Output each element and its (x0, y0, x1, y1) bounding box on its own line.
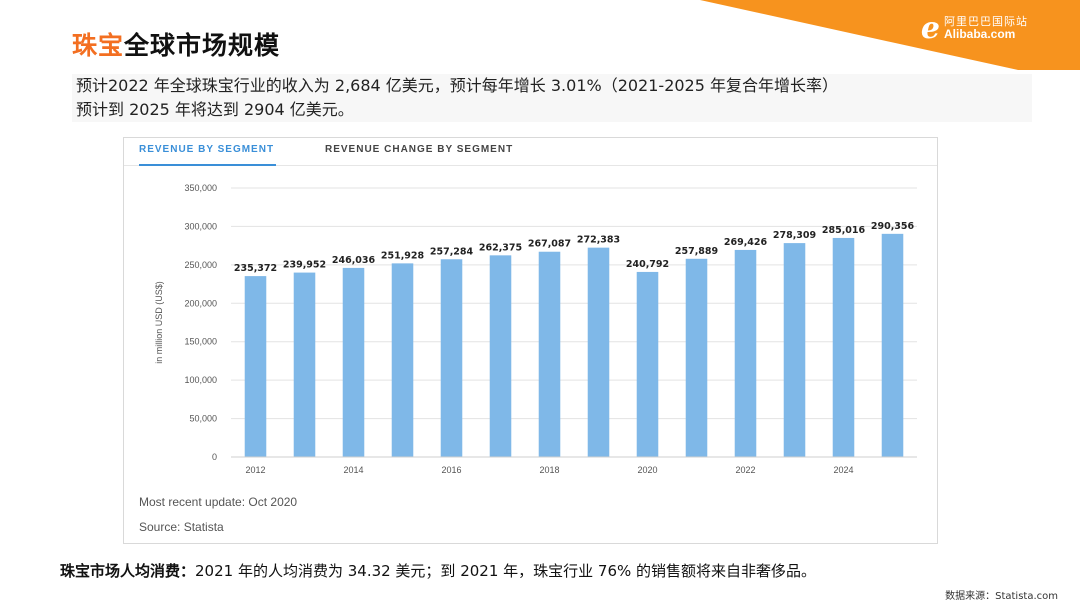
bar-value-label: 285,016 (822, 225, 866, 236)
bar-value-label: 257,889 (675, 246, 718, 257)
alibaba-logo: e 阿里巴巴国际站 Alibaba.com (921, 14, 1028, 44)
alibaba-logo-icon: e (920, 11, 940, 46)
y-tick-label: 0 (212, 452, 217, 462)
y-tick-label: 150,000 (184, 337, 217, 347)
per-capita-note: 珠宝市场人均消费：2021 年的人均消费为 34.32 美元；到 2021 年，… (60, 560, 816, 581)
bar (244, 276, 267, 457)
chart-tabs: REVENUE BY SEGMENT REVENUE CHANGE BY SEG… (124, 138, 937, 166)
y-tick-label: 50,000 (189, 414, 217, 424)
bar (685, 258, 708, 457)
bar-value-label: 290,356 (871, 221, 915, 232)
bar (342, 267, 365, 457)
corner-banner-shape (700, 0, 1080, 70)
bar (587, 247, 610, 457)
x-tick-label: 2022 (735, 465, 755, 475)
bar-value-label: 251,928 (381, 250, 425, 261)
x-tick-label: 2014 (343, 465, 363, 475)
chart-card: REVENUE BY SEGMENT REVENUE CHANGE BY SEG… (123, 137, 938, 544)
intro-line-1: 预计2022 年全球珠宝行业的收入为 2,684 亿美元，预计每年增长 3.01… (76, 76, 838, 95)
tab-revenue-change-by-segment[interactable]: REVENUE CHANGE BY SEGMENT (325, 144, 514, 155)
logo-english-name: Alibaba.com (944, 27, 1016, 42)
y-tick-label: 250,000 (184, 260, 217, 270)
x-tick-label: 2020 (637, 465, 657, 475)
bar (489, 255, 512, 457)
y-tick-label: 300,000 (184, 221, 217, 231)
bar-value-label: 262,375 (479, 242, 522, 253)
per-capita-label: 珠宝市场人均消费： (60, 562, 196, 580)
corner-banner (700, 0, 1080, 70)
slide-title: 珠宝全球市场规模 (72, 26, 280, 62)
slide-title-rest: 全球市场规模 (124, 31, 281, 60)
update-note: Most recent update: Oct 2020 (139, 495, 298, 509)
logo-chinese-name: 阿里巴巴国际站 (944, 15, 1028, 29)
bar-value-label: 272,383 (577, 235, 620, 246)
data-source: 数据来源：Statista.com (945, 591, 1058, 602)
bar (783, 243, 806, 457)
y-axis-label: in million USD (US$) (154, 281, 164, 364)
x-tick-label: 2012 (245, 465, 265, 475)
x-tick-label: 2024 (833, 465, 853, 475)
bar-value-label: 235,372 (234, 263, 277, 274)
bar-value-label: 246,036 (332, 255, 376, 266)
bar-value-label: 240,792 (626, 259, 669, 270)
bar (440, 259, 463, 457)
bar-value-label: 278,309 (773, 230, 816, 241)
bar-value-label: 269,426 (724, 237, 768, 248)
source-note: Source: Statista (139, 520, 224, 534)
intro-line-2: 预计到 2025 年将达到 2904 亿美元。 (76, 100, 354, 119)
bar (636, 271, 659, 457)
y-tick-label: 100,000 (184, 375, 217, 385)
bar-chart: 0 50,000 100,000 150,000 200,000 250,000 300,0… (154, 183, 917, 475)
bar-value-label: 239,952 (283, 260, 326, 271)
bar (832, 237, 855, 457)
bar (391, 263, 414, 457)
intro-text: 预计2022 年全球珠宝行业的收入为 2,684 亿美元，预计每年增长 3.01… (72, 74, 1032, 122)
slide-title-accent: 珠宝 (72, 31, 125, 60)
bar (293, 272, 316, 457)
x-tick-label: 2016 (441, 465, 461, 475)
bar-value-label: 257,284 (430, 246, 474, 257)
x-tick-label: 2018 (539, 465, 559, 475)
bar (881, 233, 904, 457)
bar (538, 251, 561, 457)
tab-revenue-by-segment[interactable]: REVENUE BY SEGMENT (139, 144, 277, 166)
bar-value-label: 267,087 (528, 239, 571, 250)
per-capita-text: 2021 年的人均消费为 34.32 美元；到 2021 年，珠宝行业 76% … (195, 562, 817, 580)
bar (734, 249, 757, 457)
y-tick-label: 350,000 (184, 183, 217, 193)
y-tick-label: 200,000 (184, 298, 217, 308)
